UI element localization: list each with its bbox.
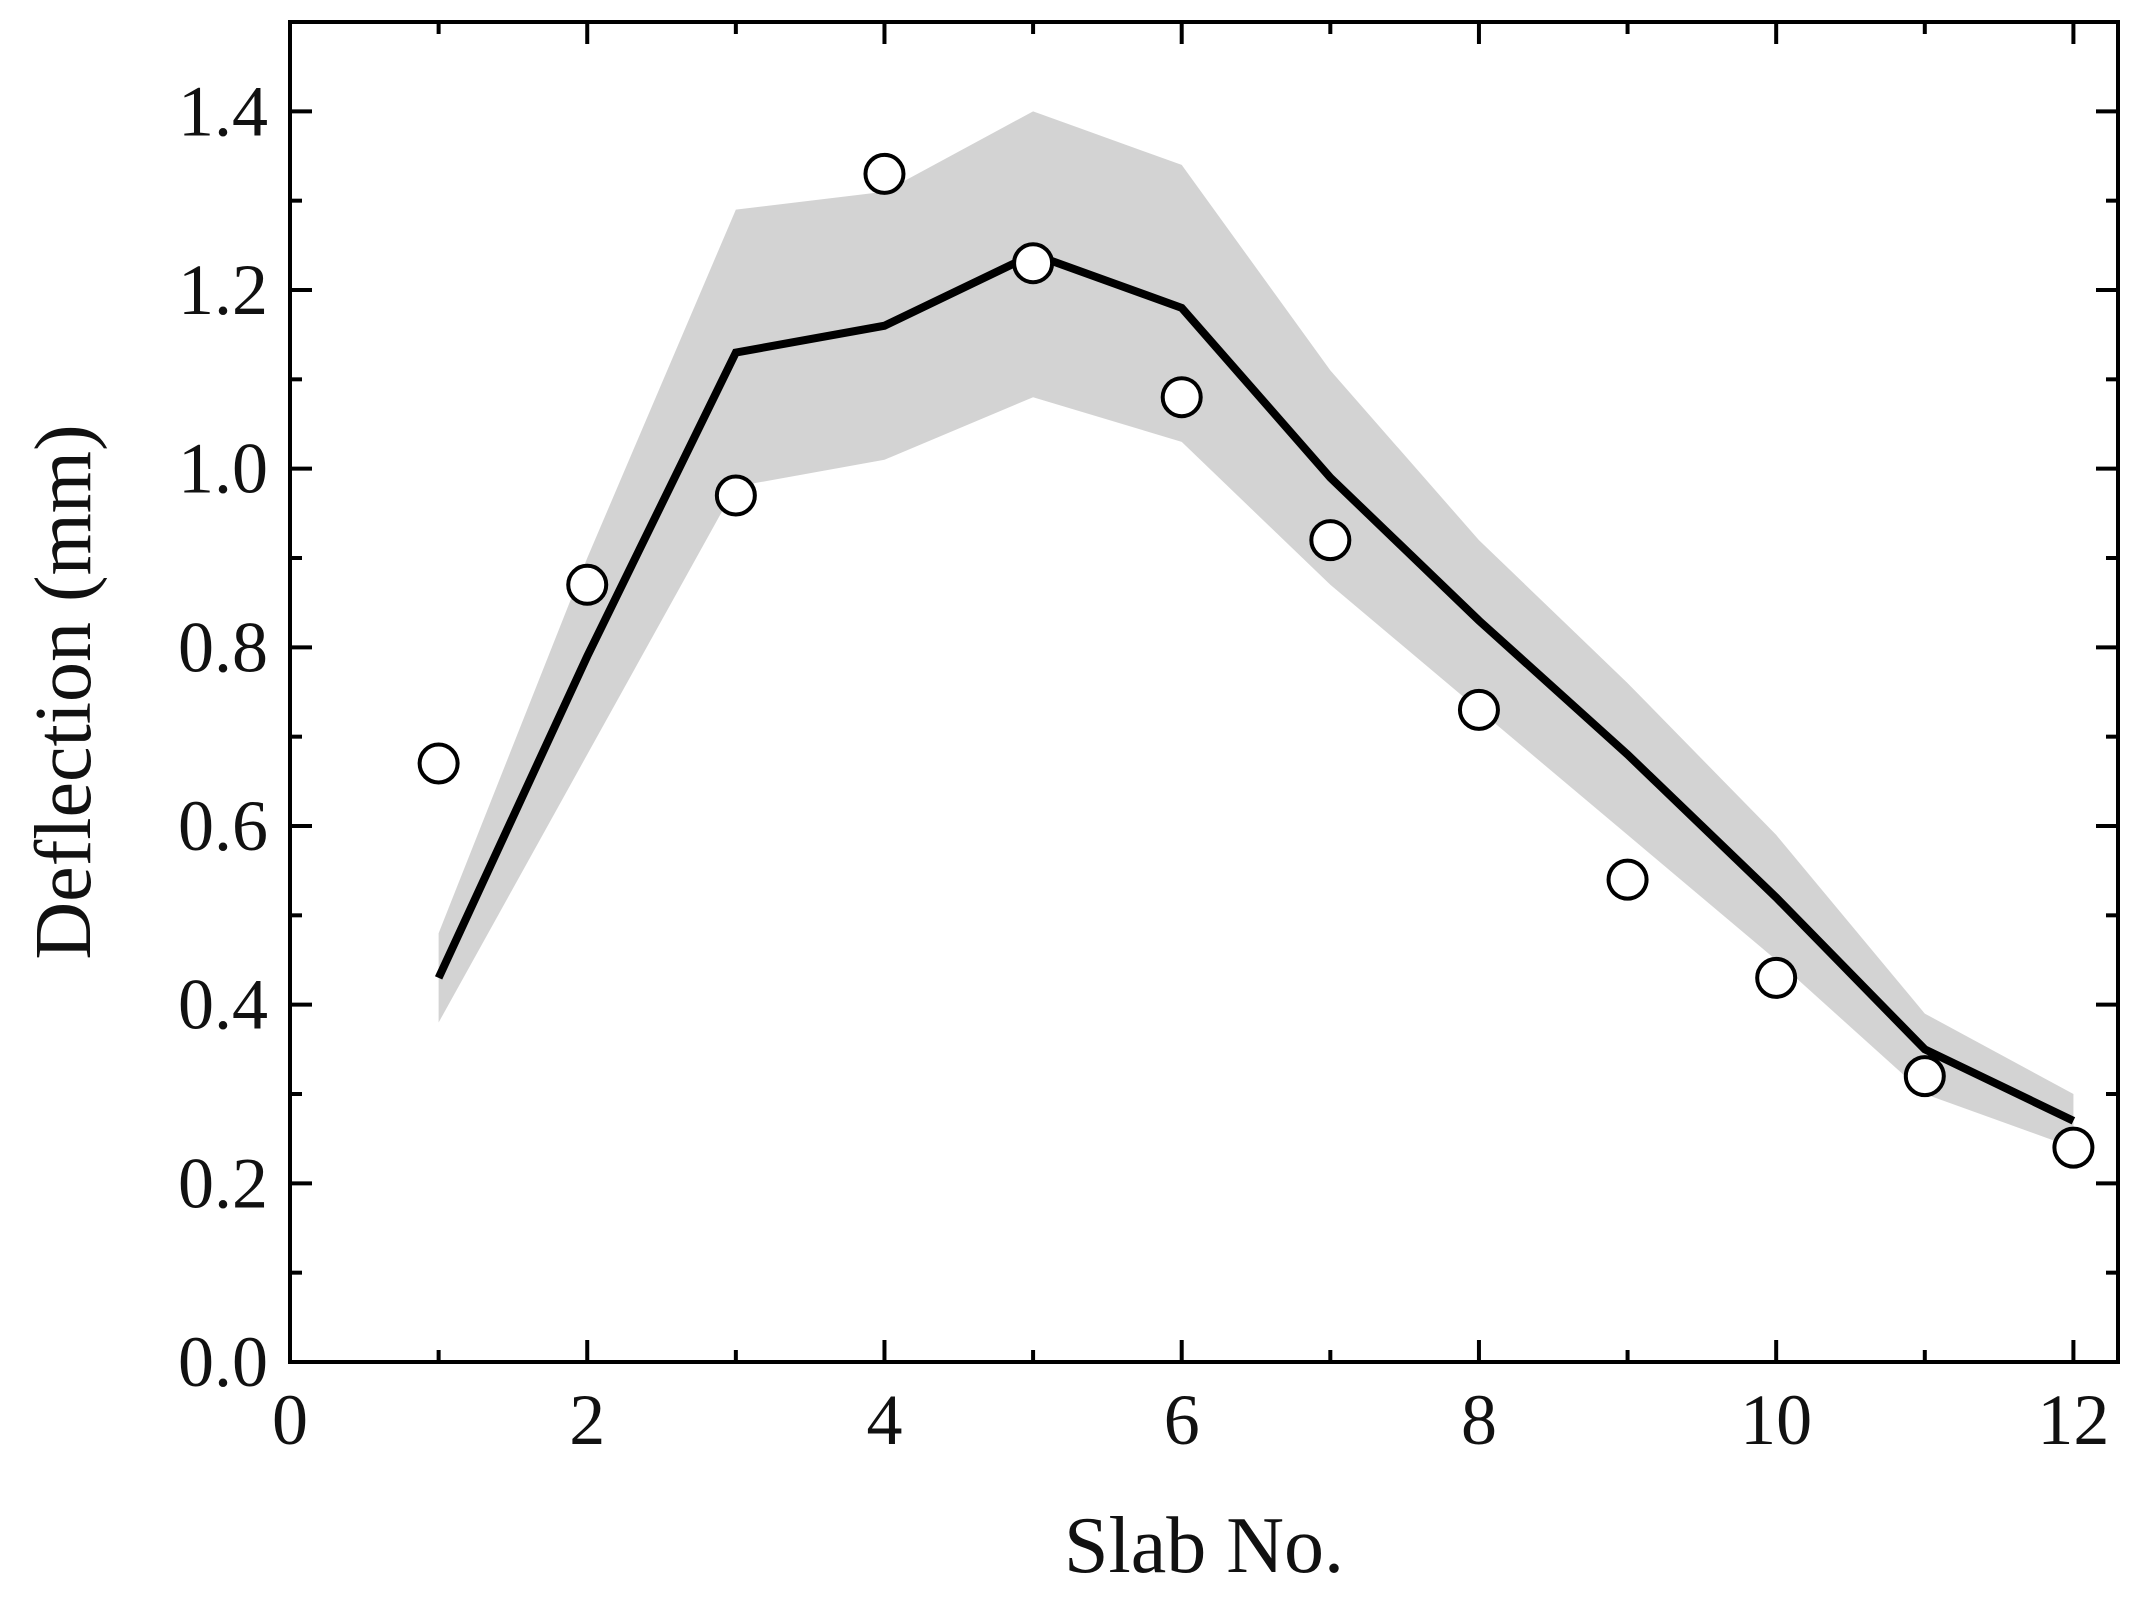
data-point — [566, 563, 609, 606]
data-point — [1457, 688, 1500, 731]
data-point — [1012, 242, 1055, 285]
data-point — [417, 742, 460, 785]
x-axis-title: Slab No. — [1064, 1502, 1344, 1590]
y-tick-label: 0.0 — [178, 1322, 268, 1402]
y-axis-title: Deflection (mm) — [20, 424, 108, 959]
x-tick-label: 12 — [2037, 1380, 2109, 1460]
x-tick-label: 4 — [866, 1380, 902, 1460]
x-axis-ticks: 0 2 4 6 8 10 12 — [272, 22, 2109, 1460]
data-point — [1309, 519, 1352, 562]
data-point — [1755, 956, 1798, 999]
data-point — [1160, 376, 1203, 419]
y-tick-label: 0.2 — [178, 1143, 268, 1223]
y-tick-label: 1.4 — [178, 71, 268, 151]
data-point — [863, 152, 906, 195]
y-tick-label: 0.8 — [178, 607, 268, 687]
x-tick-label: 10 — [1740, 1380, 1812, 1460]
mean-line — [434, 249, 2076, 1125]
x-tick-label: 8 — [1461, 1380, 1497, 1460]
data-point — [714, 474, 757, 517]
range-band — [438, 111, 2074, 1148]
data-point — [1903, 1055, 1946, 1098]
y-tick-label: 1.2 — [178, 250, 268, 330]
mean-line-layer — [434, 249, 2076, 1125]
y-tick-label: 0.6 — [178, 786, 268, 866]
range-band-layer — [438, 111, 2074, 1148]
data-point — [1606, 858, 1649, 901]
plot-frame — [288, 20, 2120, 1364]
x-tick-label: 2 — [569, 1380, 605, 1460]
y-tick-label: 1.0 — [178, 429, 268, 509]
data-points-layer — [417, 152, 2095, 1169]
data-point — [2052, 1126, 2095, 1169]
x-tick-label: 6 — [1164, 1380, 1200, 1460]
y-tick-label: 0.4 — [178, 965, 268, 1045]
x-tick-label: 0 — [272, 1380, 308, 1460]
y-axis-ticks: 0.0 0.2 0.4 0.6 0.8 1.0 1.2 1.4 — [178, 20, 2118, 1402]
